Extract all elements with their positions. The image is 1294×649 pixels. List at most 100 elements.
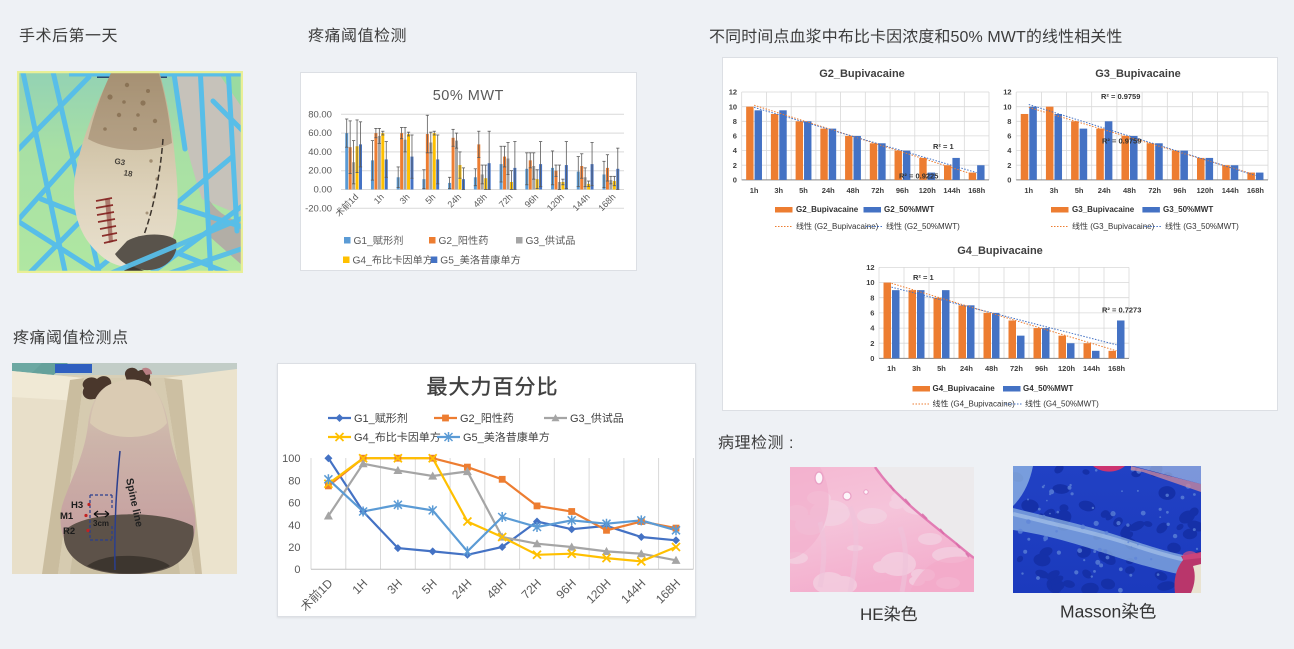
svg-text:20: 20 [288, 542, 300, 554]
svg-text:HE: HE [860, 605, 884, 624]
svg-text:G4_: G4_ [353, 256, 373, 267]
svg-text:0: 0 [294, 564, 300, 576]
svg-text:12: 12 [729, 88, 737, 97]
svg-text:144H: 144H [618, 576, 648, 606]
svg-text:G3_Bupivacaine: G3_Bupivacaine [1095, 68, 1181, 80]
svg-text:R² = 1: R² = 1 [913, 273, 934, 282]
svg-text:144h: 144h [943, 186, 961, 195]
svg-text:96h: 96h [1035, 364, 1048, 373]
svg-text:5h: 5h [937, 364, 946, 373]
svg-text:168H: 168H [653, 576, 683, 606]
svg-text:168h: 168h [1108, 364, 1126, 373]
svg-text:168h: 168h [1247, 186, 1265, 195]
svg-text:5H: 5H [419, 576, 440, 597]
svg-text:3h: 3h [912, 364, 921, 373]
svg-text:(G2_Bupivacaine): (G2_Bupivacaine) [812, 222, 879, 231]
svg-text:G4_: G4_ [354, 432, 376, 444]
svg-text:4: 4 [1007, 146, 1012, 155]
svg-text:144h: 144h [1222, 186, 1240, 195]
svg-text:G3_: G3_ [526, 236, 546, 247]
svg-text:3h: 3h [774, 186, 783, 195]
svg-text:120h: 120h [545, 192, 566, 213]
svg-text:40: 40 [288, 520, 300, 532]
svg-text:8: 8 [870, 293, 874, 302]
svg-text:96H: 96H [553, 576, 578, 601]
svg-text:0: 0 [870, 354, 874, 363]
svg-text:3H: 3H [384, 576, 405, 597]
svg-text:1d: 1d [346, 192, 360, 206]
svg-text:96h: 96h [896, 186, 909, 195]
svg-text:96h: 96h [1173, 186, 1186, 195]
svg-text:48H: 48H [484, 576, 509, 601]
svg-text:(G3_Bupivacaine): (G3_Bupivacaine) [1088, 222, 1155, 231]
svg-text:2: 2 [870, 339, 874, 348]
svg-text:168h: 168h [968, 186, 986, 195]
svg-text:96h: 96h [523, 192, 541, 210]
svg-text:50% MWT: 50% MWT [433, 88, 504, 104]
svg-text:1h: 1h [1024, 186, 1033, 195]
svg-text:0.00: 0.00 [314, 185, 333, 196]
svg-text:72H: 72H [519, 576, 544, 601]
svg-text:-20.00: -20.00 [305, 203, 332, 214]
svg-text:1h: 1h [372, 192, 386, 206]
svg-text:G4_Bupivacaine: G4_Bupivacaine [957, 245, 1043, 257]
svg-text:1h: 1h [750, 186, 759, 195]
svg-text:G4_Bupivacaine: G4_Bupivacaine [933, 384, 996, 393]
svg-text:5h: 5h [799, 186, 808, 195]
svg-text:R² = 0.9759: R² = 0.9759 [1102, 137, 1141, 146]
svg-text:H3: H3 [71, 500, 83, 511]
svg-text:1H: 1H [350, 576, 371, 597]
svg-text:8: 8 [1007, 117, 1011, 126]
svg-text:6: 6 [733, 132, 737, 141]
svg-text:24h: 24h [1098, 186, 1111, 195]
svg-text:48h: 48h [847, 186, 860, 195]
svg-text::: : [784, 435, 794, 452]
svg-text:48h: 48h [471, 192, 489, 210]
svg-text:24h: 24h [822, 186, 835, 195]
svg-text:R² = 0.9759: R² = 0.9759 [1101, 92, 1140, 101]
svg-text:10: 10 [866, 278, 874, 287]
svg-text:60.00: 60.00 [308, 128, 332, 139]
svg-text:48h: 48h [985, 364, 998, 373]
svg-text:50% MWT: 50% MWT [951, 29, 1026, 46]
svg-text:120h: 120h [1197, 186, 1215, 195]
svg-text:120h: 120h [1058, 364, 1076, 373]
svg-text:24H: 24H [449, 576, 474, 601]
svg-text:G1_: G1_ [354, 413, 376, 425]
svg-text:G3_: G3_ [570, 413, 592, 425]
svg-text:100: 100 [282, 453, 300, 465]
svg-text:(G4_Bupivacaine): (G4_Bupivacaine) [949, 400, 1016, 409]
svg-text:4: 4 [870, 324, 875, 333]
svg-text:G4_50%MWT: G4_50%MWT [1023, 384, 1073, 393]
svg-text:6: 6 [1007, 132, 1011, 141]
svg-text:72h: 72h [871, 186, 884, 195]
svg-text:R² = 1: R² = 1 [933, 142, 954, 151]
svg-text:24h: 24h [446, 192, 464, 210]
svg-text:12: 12 [1003, 88, 1011, 97]
svg-text:5h: 5h [1075, 186, 1084, 195]
svg-text:2: 2 [1007, 161, 1011, 170]
svg-text:3h: 3h [398, 192, 412, 206]
svg-text:3h: 3h [1050, 186, 1059, 195]
svg-text:1D: 1D [315, 576, 336, 597]
svg-text:G2_50%MWT: G2_50%MWT [884, 205, 934, 214]
svg-text:G2_Bupivacaine: G2_Bupivacaine [819, 68, 905, 80]
svg-text:G2_: G2_ [460, 413, 482, 425]
svg-text:48h: 48h [1123, 186, 1136, 195]
svg-text:144h: 144h [571, 192, 592, 213]
svg-text:168h: 168h [596, 192, 617, 213]
svg-text:G2_: G2_ [439, 236, 459, 247]
svg-text:G2_Bupivacaine: G2_Bupivacaine [796, 205, 859, 214]
svg-text:R² = 0.9225: R² = 0.9225 [899, 172, 938, 181]
svg-text:(G2_50%MWT): (G2_50%MWT) [902, 222, 960, 231]
svg-text:60: 60 [288, 498, 300, 510]
svg-text:24h: 24h [960, 364, 973, 373]
svg-text:0: 0 [1007, 176, 1011, 185]
svg-text:G3: G3 [114, 157, 127, 168]
svg-text:R2: R2 [63, 526, 75, 537]
svg-text:80: 80 [288, 475, 300, 487]
svg-text:G1_: G1_ [354, 236, 374, 247]
svg-text:72h: 72h [1148, 186, 1161, 195]
svg-text:10: 10 [1003, 102, 1011, 111]
svg-text:6: 6 [870, 309, 874, 318]
